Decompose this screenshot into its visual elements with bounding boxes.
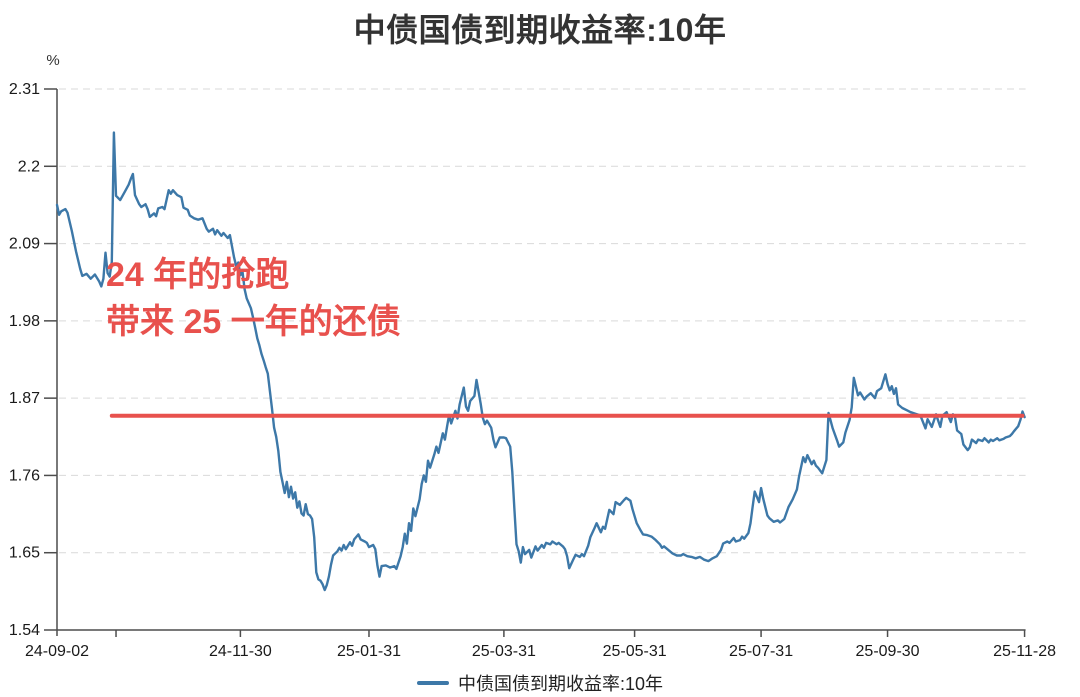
x-tick-label: 24-09-02	[25, 643, 89, 660]
x-tick-label: 25-05-31	[603, 643, 667, 660]
legend-label: 中债国债到期收益率:10年	[457, 674, 664, 694]
annotation-text: 24 年的抢跑 带来 25 一年的还债	[106, 252, 401, 346]
chart-title: 中债国债到期收益率:10年	[353, 12, 727, 48]
y-tick-label: 2.2	[18, 158, 40, 175]
x-tick-label: 25-03-31	[472, 643, 536, 660]
y-tick-label: 1.98	[9, 313, 40, 330]
legend: 中债国债到期收益率:10年	[0, 670, 1080, 696]
x-tick-label: 25-01-31	[337, 643, 401, 660]
annotation-line-2: 带来 25 一年的还债	[106, 303, 401, 341]
y-tick-label: 1.76	[9, 467, 40, 484]
annotation-line-1: 24 年的抢跑	[106, 256, 290, 294]
y-tick-label: 2.09	[9, 236, 40, 253]
x-tick-label: 25-09-30	[856, 643, 920, 660]
y-tick-label: 2.31	[9, 81, 40, 98]
x-tick-label: 24-11-30	[209, 643, 272, 660]
legend-line-swatch	[416, 681, 449, 685]
x-tick-label: 25-07-31	[729, 643, 793, 660]
y-axis-unit-label: %	[46, 52, 60, 69]
y-tick-label: 1.87	[9, 390, 40, 407]
x-tick-label: 25-11-28	[993, 643, 1056, 660]
y-tick-label: 1.54	[9, 622, 40, 639]
yield-line	[55, 131, 1026, 592]
y-tick-label: 1.65	[9, 545, 40, 562]
